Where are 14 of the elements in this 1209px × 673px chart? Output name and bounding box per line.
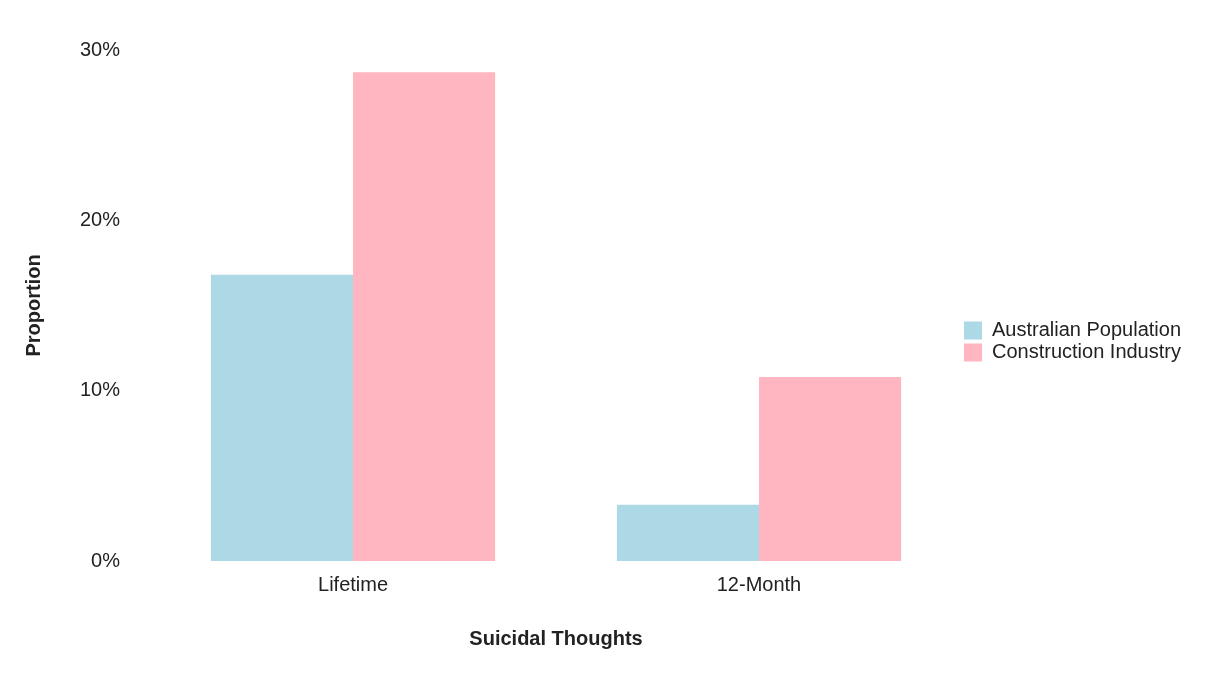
legend-label: Australian Population xyxy=(991,318,1181,341)
x-axis-title: Suicidal Thoughts xyxy=(469,626,643,649)
bar xyxy=(353,72,496,561)
y-axis-title: Proportion xyxy=(21,254,44,357)
y-tick-label: 0% xyxy=(91,548,121,571)
y-tick-label: 20% xyxy=(80,207,121,230)
x-tick-label: 12-Month xyxy=(716,572,802,595)
y-tick-label: 10% xyxy=(80,378,121,401)
y-tick-label: 30% xyxy=(80,37,121,60)
bar xyxy=(616,504,759,561)
legend-label: Construction Industry xyxy=(991,340,1181,363)
x-tick-label: Lifetime xyxy=(318,572,389,595)
bar xyxy=(759,377,902,561)
bar xyxy=(210,274,354,561)
